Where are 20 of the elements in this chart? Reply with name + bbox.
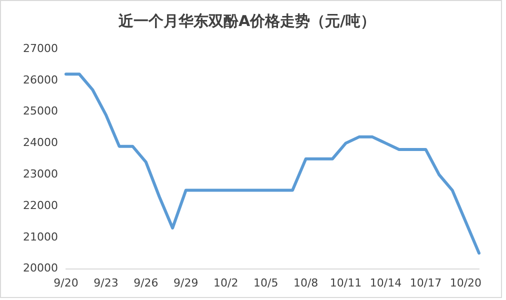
x-tick-label: 10/17 (410, 276, 442, 290)
y-tick-label: 25000 (22, 104, 58, 118)
x-tick-label: 10/2 (214, 276, 238, 290)
x-tick-label: 9/26 (134, 276, 158, 290)
x-tick-label: 10/14 (370, 276, 402, 290)
y-tick-label: 27000 (22, 42, 58, 55)
x-tick-label: 9/23 (94, 276, 118, 290)
y-tick-label: 24000 (22, 136, 58, 150)
x-tick-label: 10/8 (293, 276, 318, 290)
x-tick-label: 9/29 (174, 276, 198, 290)
x-tick-label: 10/11 (330, 276, 362, 290)
x-tick-label: 9/20 (54, 276, 78, 290)
x-tick-label: 10/20 (450, 276, 482, 290)
chart-title: 近一个月华东双酚A价格走势（元/吨） (117, 12, 376, 30)
y-tick-label: 26000 (22, 73, 58, 86)
x-tick-label: 10/5 (253, 276, 278, 290)
y-tick-label: 23000 (22, 167, 58, 180)
y-tick-label: 20000 (22, 262, 58, 275)
y-tick-label: 21000 (22, 230, 58, 244)
y-tick-label: 22000 (22, 198, 58, 212)
